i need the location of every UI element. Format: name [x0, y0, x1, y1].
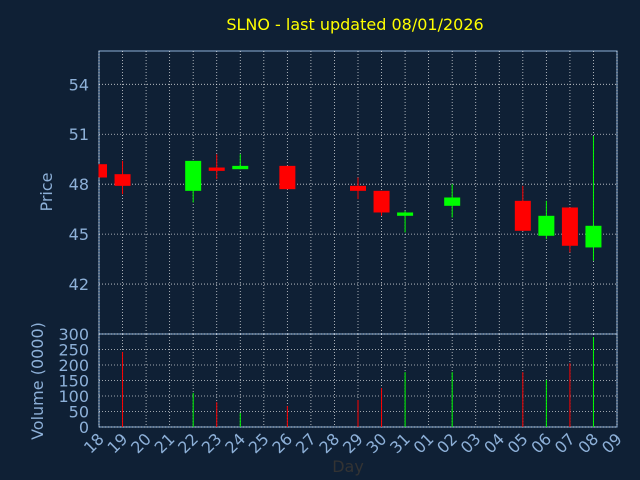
- candle-body: [99, 164, 107, 178]
- y-tick-label: 100: [58, 387, 89, 406]
- y-tick-label: 42: [69, 275, 89, 294]
- y-tick-label: 50: [69, 403, 89, 422]
- y-tick-label: 54: [69, 75, 89, 94]
- y-tick-label: 0: [79, 418, 89, 437]
- y-tick-label: 48: [69, 175, 89, 194]
- candle-body: [185, 160, 202, 191]
- candle-body: [373, 190, 390, 213]
- candle-body: [444, 197, 461, 206]
- y-tick-label: 51: [69, 125, 89, 144]
- candle-body: [561, 207, 578, 246]
- candle-body: [232, 165, 249, 170]
- y-axis-label: Price: [37, 172, 56, 211]
- chart-title: SLNO - last updated 08/01/2026: [226, 15, 483, 34]
- candle-body: [397, 212, 414, 216]
- candle-body: [279, 165, 296, 190]
- candle-body: [538, 215, 555, 236]
- candle-body: [514, 200, 531, 231]
- y-tick-label: 45: [69, 225, 89, 244]
- candle-body: [585, 225, 602, 248]
- y-axis-label: Volume (0000): [28, 322, 47, 440]
- y-tick-label: 200: [58, 356, 89, 375]
- candle-body: [208, 167, 225, 171]
- candle-body: [114, 174, 131, 186]
- y-tick-label: 300: [58, 325, 89, 344]
- candle-body: [350, 185, 366, 191]
- y-tick-label: 250: [58, 341, 89, 360]
- x-axis-label: Day: [332, 457, 364, 476]
- y-tick-label: 150: [58, 372, 89, 391]
